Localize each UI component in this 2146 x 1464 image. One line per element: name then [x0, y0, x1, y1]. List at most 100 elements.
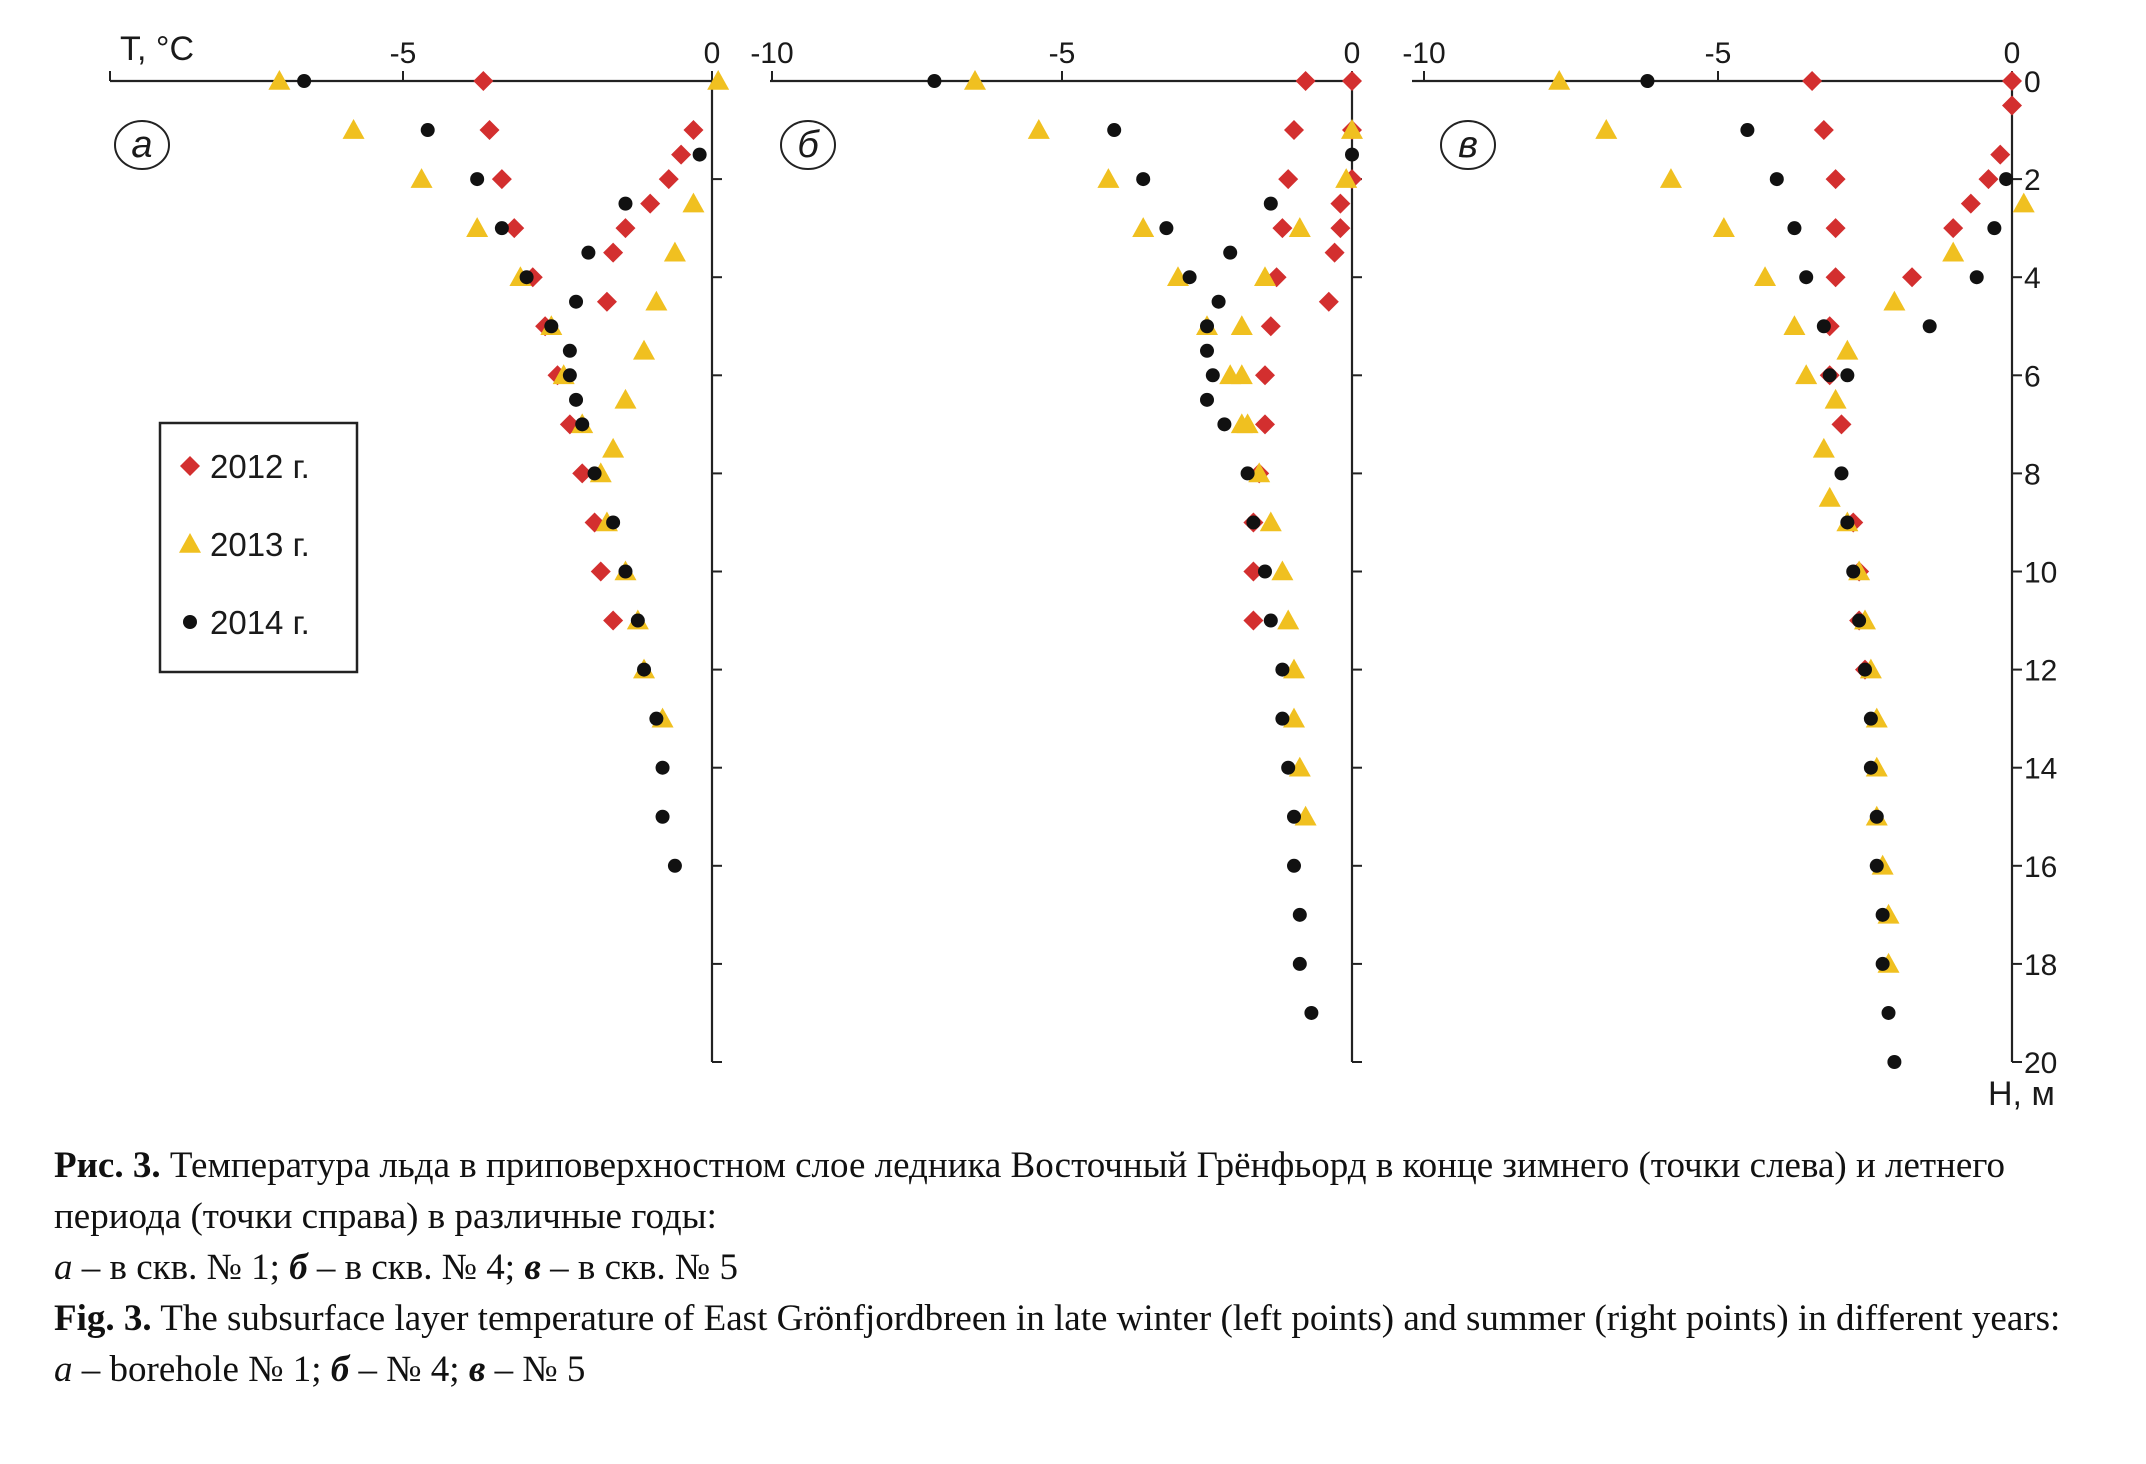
- caption-en-a-text: – borehole № 1;: [72, 1349, 331, 1390]
- caption-ru-a-text: – в скв. № 1;: [72, 1247, 290, 1288]
- panel-0-point-triangle: [466, 217, 489, 237]
- panel-1-point-triangle: [1271, 560, 1294, 581]
- panel-0-x-tick-label: 0: [704, 37, 721, 70]
- panel-1-point-triangle: [1027, 119, 1050, 139]
- panel-1-point-diamond: [1330, 218, 1351, 239]
- caption-ru-panels: а – в скв. № 1; б – в скв. № 4; в – в ск…: [54, 1242, 2114, 1293]
- panel-0-point-circle: [618, 564, 633, 579]
- panel-1-point-circle: [1292, 907, 1307, 922]
- panel-1-point-circle: [1258, 564, 1272, 579]
- legend-entry-label: 2012 г.: [210, 448, 310, 485]
- panel-0-point-circle: [581, 245, 596, 260]
- panel-1-point-circle: [1281, 760, 1296, 775]
- panel-2-point-diamond: [1831, 414, 1852, 435]
- caption-ru-c-text: – в скв. № 5: [540, 1247, 738, 1288]
- panel-1-point-triangle: [1277, 609, 1300, 630]
- panel-1-point-circle: [1211, 294, 1226, 309]
- panel-2-point-circle: [1822, 368, 1837, 383]
- panel-0-point-triangle: [633, 339, 656, 360]
- panel-1-point-triangle: [1283, 658, 1305, 679]
- panel-0-point-triangle: [614, 388, 637, 409]
- points-layer: [268, 70, 2035, 1069]
- panel-0-point-diamond: [640, 193, 661, 214]
- panel-2-point-triangle: [1548, 70, 1571, 90]
- panel-1-point-diamond: [1318, 291, 1339, 312]
- panel-2-point-circle: [1922, 319, 1937, 334]
- y-tick-label: 16: [2024, 851, 2057, 884]
- panel-1-point-circle: [1217, 417, 1232, 432]
- panel-0-point-circle: [587, 466, 602, 481]
- panel-2-point-triangle: [1795, 364, 1818, 385]
- panel-1-point-triangle: [1341, 119, 1363, 139]
- caption-ru-label: Рис. 3.: [54, 1145, 161, 1186]
- panel-1-point-circle: [1275, 662, 1290, 677]
- y-tick-label: 14: [2024, 753, 2057, 786]
- panel-2-point-triangle: [1659, 168, 1682, 188]
- panel-0-point-circle: [494, 221, 509, 236]
- caption-ru-b-text: – в скв. № 4;: [307, 1247, 525, 1288]
- legend-marker-triangle: [179, 533, 201, 553]
- y-tick-label: 12: [2024, 655, 2057, 688]
- panel-0-point-diamond: [473, 71, 494, 91]
- panel-1-point-circle: [1304, 1005, 1319, 1020]
- panel-1-point-triangle: [1132, 217, 1155, 237]
- panel-1-point-diamond: [1243, 610, 1264, 631]
- panel-1-x-tick-label: -10: [750, 37, 793, 70]
- panel-1-point-diamond: [1260, 316, 1281, 337]
- panel-1-point-triangle: [1236, 413, 1259, 434]
- panel-0-point-circle: [606, 515, 621, 530]
- panel-2-point-circle: [1863, 760, 1878, 775]
- legend: 2012 г. 2013 г. 2014 г.: [158, 421, 359, 674]
- panel-0-point-diamond: [504, 218, 525, 239]
- panel-2-point-triangle: [1942, 241, 1965, 262]
- y-tick-label: 0: [2024, 66, 2041, 99]
- panel-2-x-tick-label: 0: [2004, 37, 2021, 70]
- caption-ru-c: в: [524, 1247, 541, 1288]
- panel-2-letter: в: [1458, 124, 1478, 166]
- panel-2-point-circle: [1769, 172, 1784, 187]
- caption-en-text: The subsurface layer temperature of East…: [160, 1298, 2061, 1339]
- caption-en-label: Fig. 3.: [54, 1298, 152, 1339]
- panel-1-point-circle: [1200, 319, 1214, 334]
- panel-1-x-tick-label: 0: [1344, 37, 1361, 70]
- panel-2-point-circle: [1869, 858, 1884, 873]
- panel-0-point-circle: [562, 343, 577, 358]
- panel-1-point-triangle: [1167, 266, 1189, 286]
- caption-ru-b: б: [289, 1247, 308, 1288]
- panel-2-point-diamond: [1978, 169, 1999, 190]
- figure-caption: Рис. 3. Температура льда в приповерхност…: [54, 1140, 2114, 1395]
- panel-1-x-tick-label: -5: [1049, 37, 1076, 70]
- panel-0-point-diamond: [491, 169, 512, 190]
- panel-0-point-circle: [420, 123, 435, 138]
- panel-1-point-diamond: [1255, 414, 1275, 435]
- panel-1-point-circle: [1200, 392, 1214, 407]
- y-tick-label: 4: [2024, 262, 2041, 295]
- panel-2-letter-circle: [1440, 120, 1496, 170]
- caption-en-c: в: [468, 1349, 486, 1390]
- panel-1-point-triangle: [1288, 756, 1311, 777]
- panel-1-point-triangle: [1259, 511, 1282, 532]
- panel-0-point-diamond: [615, 218, 636, 239]
- panel-2-point-circle: [1869, 809, 1884, 824]
- panel-1-point-circle: [927, 74, 942, 88]
- panel-1-point-circle: [1159, 221, 1174, 236]
- panel-1-point-diamond: [1284, 120, 1304, 141]
- panel-2-point-circle: [1840, 368, 1855, 383]
- panel-0-point-circle: [544, 319, 559, 334]
- panel-1-point-triangle: [1335, 168, 1358, 188]
- caption-en-panels: a – borehole № 1; б – № 4; в – № 5: [54, 1344, 2114, 1395]
- panel-0-point-circle: [630, 613, 645, 628]
- panel-0-point-circle: [562, 368, 577, 383]
- panel-2-point-circle: [1799, 270, 1814, 285]
- panel-1-point-circle: [1246, 515, 1261, 530]
- legend-marker-diamond: [180, 456, 200, 476]
- panel-2-point-circle: [1863, 711, 1878, 726]
- axes-layer: -5 0 а -10 -5 0 б -10 -5 0 в 0 2 4 6 8 10 12 14 16 18 20 T, °C…: [109, 30, 2057, 1113]
- panel-2-point-triangle: [1824, 388, 1847, 409]
- panel-0-letter: а: [131, 124, 152, 166]
- panel-1-point-triangle: [1248, 462, 1271, 483]
- panel-2-point-triangle: [2012, 192, 2035, 213]
- panel-1-point-diamond: [1278, 169, 1299, 190]
- panel-1-point-diamond: [1342, 71, 1362, 91]
